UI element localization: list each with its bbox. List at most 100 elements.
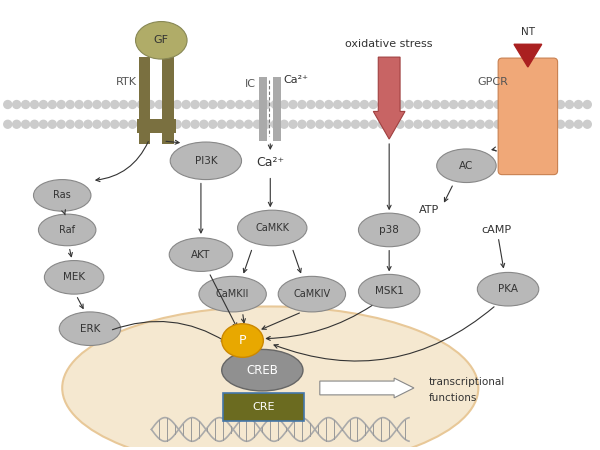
FancyBboxPatch shape	[162, 57, 174, 144]
FancyBboxPatch shape	[273, 77, 281, 141]
Circle shape	[396, 100, 404, 108]
FancyArrow shape	[373, 57, 405, 139]
Circle shape	[102, 120, 110, 128]
Circle shape	[66, 120, 74, 128]
Text: cAMP: cAMP	[481, 225, 511, 235]
Circle shape	[574, 100, 583, 108]
Circle shape	[539, 120, 547, 128]
Circle shape	[66, 100, 74, 108]
Circle shape	[503, 120, 511, 128]
Circle shape	[512, 120, 520, 128]
Circle shape	[423, 120, 431, 128]
Circle shape	[119, 100, 128, 108]
Circle shape	[387, 100, 395, 108]
Circle shape	[209, 120, 217, 128]
Circle shape	[40, 120, 47, 128]
Circle shape	[173, 120, 181, 128]
Circle shape	[352, 120, 359, 128]
Circle shape	[209, 100, 217, 108]
Text: PI3K: PI3K	[194, 156, 217, 166]
Ellipse shape	[358, 213, 420, 247]
Circle shape	[307, 120, 315, 128]
Circle shape	[503, 100, 511, 108]
FancyBboxPatch shape	[259, 77, 268, 141]
Circle shape	[530, 120, 538, 128]
Circle shape	[316, 120, 324, 128]
Text: PKA: PKA	[498, 284, 518, 294]
Circle shape	[405, 120, 413, 128]
Circle shape	[137, 120, 145, 128]
Circle shape	[539, 100, 547, 108]
Circle shape	[325, 120, 332, 128]
Circle shape	[530, 100, 538, 108]
Circle shape	[280, 120, 288, 128]
Circle shape	[494, 120, 502, 128]
Ellipse shape	[222, 350, 303, 391]
Circle shape	[218, 100, 226, 108]
Circle shape	[521, 100, 529, 108]
Text: CaMKK: CaMKK	[255, 223, 289, 233]
Circle shape	[370, 100, 377, 108]
Circle shape	[548, 120, 556, 128]
FancyBboxPatch shape	[223, 393, 304, 421]
Circle shape	[476, 100, 484, 108]
Circle shape	[298, 120, 306, 128]
Circle shape	[512, 100, 520, 108]
Text: p38: p38	[379, 225, 399, 235]
Text: functions: functions	[429, 393, 477, 403]
Circle shape	[164, 120, 172, 128]
Circle shape	[4, 120, 11, 128]
Ellipse shape	[59, 312, 121, 346]
Circle shape	[128, 100, 137, 108]
Circle shape	[280, 100, 288, 108]
Circle shape	[583, 100, 591, 108]
Circle shape	[343, 120, 350, 128]
Circle shape	[200, 120, 208, 128]
Circle shape	[164, 100, 172, 108]
Circle shape	[476, 120, 484, 128]
Circle shape	[307, 100, 315, 108]
Circle shape	[146, 100, 154, 108]
Circle shape	[57, 100, 65, 108]
Circle shape	[119, 120, 128, 128]
Circle shape	[271, 120, 279, 128]
Circle shape	[245, 120, 253, 128]
Text: NT: NT	[521, 27, 535, 37]
Circle shape	[467, 100, 475, 108]
Ellipse shape	[238, 210, 307, 246]
Circle shape	[22, 120, 29, 128]
Circle shape	[548, 100, 556, 108]
Text: Ca²⁺: Ca²⁺	[256, 156, 284, 169]
Circle shape	[494, 100, 502, 108]
Circle shape	[218, 120, 226, 128]
Text: MEK: MEK	[63, 272, 85, 282]
Circle shape	[566, 120, 574, 128]
FancyBboxPatch shape	[498, 58, 557, 175]
Text: GPCR: GPCR	[478, 77, 509, 87]
Circle shape	[40, 100, 47, 108]
Ellipse shape	[38, 214, 96, 246]
Circle shape	[253, 100, 262, 108]
Circle shape	[191, 120, 199, 128]
Text: CaMKII: CaMKII	[216, 289, 250, 299]
Circle shape	[378, 100, 386, 108]
Text: IC: IC	[245, 79, 256, 89]
Polygon shape	[514, 44, 542, 67]
Circle shape	[75, 120, 83, 128]
FancyBboxPatch shape	[139, 57, 151, 144]
Text: MSK1: MSK1	[375, 286, 404, 296]
Circle shape	[343, 100, 350, 108]
Ellipse shape	[278, 276, 346, 312]
Circle shape	[262, 100, 270, 108]
Circle shape	[13, 100, 20, 108]
Ellipse shape	[34, 180, 91, 211]
Text: CaMKIV: CaMKIV	[293, 289, 331, 299]
Text: GF: GF	[154, 35, 169, 45]
Ellipse shape	[358, 274, 420, 308]
Text: P: P	[239, 334, 246, 347]
Ellipse shape	[44, 261, 104, 294]
Text: RTK: RTK	[116, 77, 137, 87]
Circle shape	[414, 100, 422, 108]
Text: transcriptional: transcriptional	[429, 377, 505, 387]
Circle shape	[253, 120, 262, 128]
